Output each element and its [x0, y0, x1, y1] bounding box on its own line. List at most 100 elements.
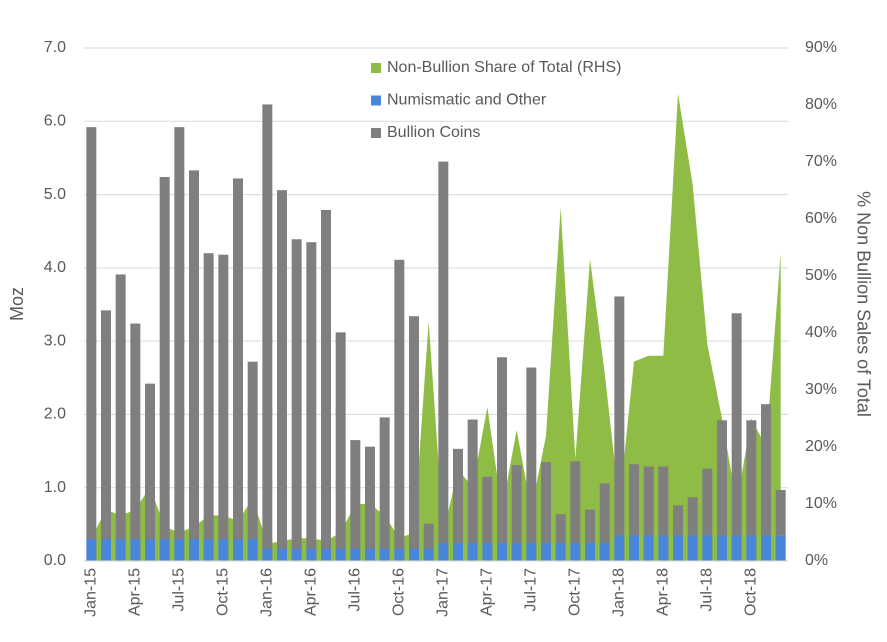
- bar: [687, 497, 698, 536]
- bar: [365, 548, 375, 561]
- bar: [291, 548, 302, 561]
- y2-tick-label: 90%: [805, 39, 837, 56]
- y2-tick-label: 10%: [805, 495, 837, 512]
- y-tick-label: 2.0: [44, 406, 66, 423]
- y2-axis-label: % Non Bullion Sales of Total: [853, 191, 873, 417]
- bar: [189, 170, 199, 540]
- bar: [717, 420, 727, 536]
- bar: [702, 468, 713, 536]
- bar: [189, 539, 199, 561]
- y-tick-label: 3.0: [44, 332, 66, 349]
- bar: [643, 535, 654, 561]
- bar: [526, 542, 537, 561]
- legend-swatch: [371, 128, 381, 138]
- y-tick-label: 5.0: [44, 186, 66, 203]
- y2-tick-label: 80%: [805, 96, 837, 113]
- bar: [614, 535, 625, 561]
- y2-tick-label: 60%: [805, 210, 837, 227]
- x-tick-label: Apr-15: [127, 568, 144, 616]
- bar: [453, 542, 463, 561]
- bar: [262, 548, 273, 561]
- y2-tick-label: 20%: [805, 438, 837, 455]
- bar: [306, 242, 317, 549]
- bar: [599, 483, 610, 543]
- bar: [101, 539, 111, 561]
- legend-swatch: [371, 63, 381, 73]
- bar: [174, 127, 185, 540]
- bar: [599, 542, 610, 561]
- bar: [585, 542, 595, 561]
- x-tick-label: Jul-15: [171, 568, 188, 612]
- y2-tick-label: 30%: [805, 381, 837, 398]
- bar: [262, 104, 273, 549]
- bar: [394, 259, 405, 549]
- bar: [277, 190, 287, 549]
- bar: [658, 466, 669, 536]
- y2-tick-label: 50%: [805, 267, 837, 284]
- bar: [130, 539, 141, 561]
- bar: [731, 313, 742, 536]
- bar: [203, 539, 214, 561]
- x-tick-label: Jul-18: [699, 568, 716, 612]
- bar: [409, 316, 419, 549]
- bar: [115, 274, 126, 540]
- bar: [203, 253, 214, 540]
- bar: [526, 367, 537, 543]
- bar: [159, 176, 170, 540]
- bar: [775, 489, 786, 536]
- bar: [511, 464, 522, 543]
- x-tick-label: Oct-18: [743, 568, 760, 616]
- bar: [555, 542, 566, 561]
- x-tick-label: Apr-18: [655, 568, 672, 616]
- y2-tick-label: 40%: [805, 324, 837, 341]
- y-tick-label: 6.0: [44, 113, 66, 130]
- x-tick-label: Apr-17: [479, 568, 496, 616]
- bar: [453, 448, 463, 543]
- bar: [247, 539, 258, 561]
- bar: [350, 548, 361, 561]
- bar: [335, 548, 346, 561]
- x-tick-label: Jul-17: [523, 568, 540, 612]
- bar: [482, 542, 493, 561]
- bar: [629, 535, 639, 561]
- bar: [379, 417, 390, 549]
- x-tick-label: Jan-18: [611, 568, 628, 617]
- bar: [233, 178, 243, 540]
- y-tick-label: 4.0: [44, 259, 66, 276]
- bar: [497, 357, 507, 543]
- bar: [570, 542, 581, 561]
- bar: [643, 466, 654, 536]
- bar: [321, 209, 331, 549]
- bar: [731, 535, 742, 561]
- bar: [86, 539, 97, 561]
- bar: [159, 539, 170, 561]
- y-tick-label: 7.0: [44, 39, 66, 56]
- bar: [423, 548, 434, 561]
- bar: [614, 296, 625, 536]
- y2-tick-label: 70%: [805, 153, 837, 170]
- bar: [233, 539, 243, 561]
- bar: [467, 419, 478, 543]
- bar: [702, 535, 713, 561]
- bar: [687, 535, 698, 561]
- bar: [570, 461, 581, 543]
- bar: [130, 323, 141, 540]
- bar: [629, 464, 639, 536]
- bar: [717, 535, 727, 561]
- y-axis-label: Moz: [7, 287, 27, 321]
- bar: [673, 505, 683, 536]
- bar: [541, 542, 551, 561]
- bar: [335, 332, 346, 549]
- bar: [467, 542, 478, 561]
- x-tick-label: Jan-16: [259, 568, 276, 617]
- x-tick-label: Oct-17: [567, 568, 584, 616]
- x-tick-label: Oct-16: [391, 568, 408, 616]
- x-tick-label: Jan-15: [83, 568, 100, 617]
- x-tick-label: Jul-16: [347, 568, 364, 612]
- legend-swatch: [371, 95, 381, 106]
- bar: [658, 535, 669, 561]
- bar: [218, 254, 229, 540]
- bar: [746, 535, 757, 561]
